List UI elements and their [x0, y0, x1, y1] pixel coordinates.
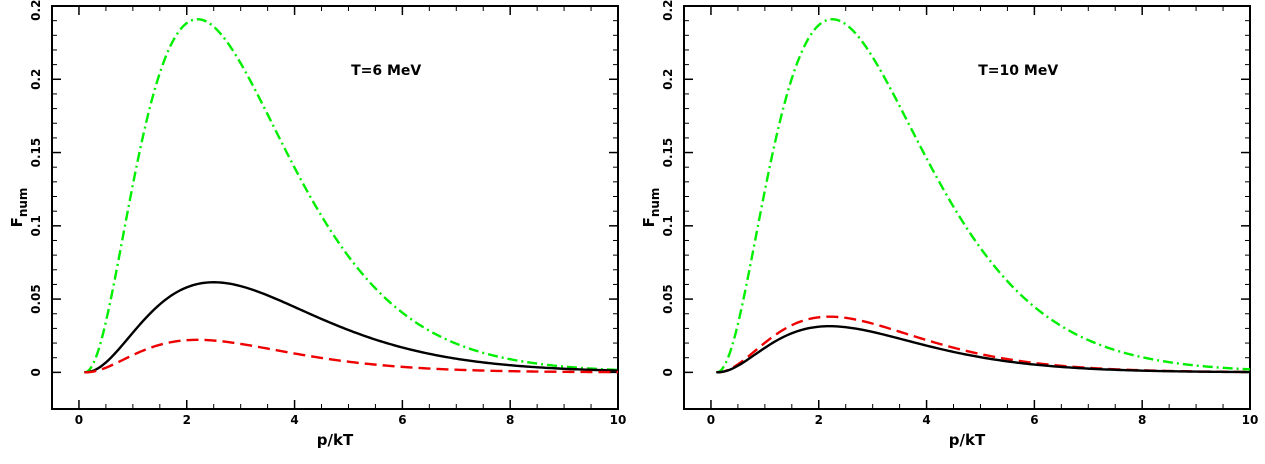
temperature-annotation: T=10 MeV — [978, 63, 1058, 79]
y-tick-label: 0.1 — [29, 215, 43, 236]
x-axis-title: p/kT — [317, 431, 354, 449]
x-tick-label: 2 — [183, 413, 191, 427]
y-tick-label: 0.25 — [661, 0, 675, 21]
chart-panel-left: 0 2 4 6 8 10 0 0.05 0.1 0.15 0.2 0.25 p/kT Fnum T=6 Me… — [0, 0, 632, 459]
series-line-dash-dot — [716, 17, 1250, 374]
x-tick-label: 10 — [1242, 413, 1259, 427]
series-line-dash-dot — [84, 17, 618, 374]
y-tick-label: 0 — [661, 368, 675, 376]
x-tick-label: 8 — [506, 413, 514, 427]
y-tick-label: 0.05 — [29, 284, 43, 314]
y-axis-title: Fnum — [640, 188, 662, 228]
plot-frame — [51, 5, 619, 410]
temperature-annotation: T=6 MeV — [351, 63, 421, 79]
y-axis-title-sub: num — [16, 188, 30, 218]
x-tick-label: 4 — [290, 413, 298, 427]
y-axis-title-main: F — [640, 217, 658, 227]
y-axis-title: Fnum — [8, 188, 30, 228]
y-tick-label: 0.25 — [29, 0, 43, 21]
y-tick-label: 0.15 — [661, 138, 675, 168]
y-axis-title-main: F — [8, 217, 26, 227]
chart-panel-right: 0 2 4 6 8 10 0 0.05 0.1 0.15 0.2 0.25 p/kT Fnum T=10 M… — [632, 0, 1264, 459]
x-tick-label: 0 — [75, 413, 83, 427]
series-line-solid — [716, 324, 1250, 374]
plot-frame — [683, 5, 1251, 410]
series-line-dashed — [716, 315, 1250, 374]
y-axis-title-sub: num — [648, 188, 662, 218]
y-tick-label: 0.05 — [661, 284, 675, 314]
x-tick-label: 2 — [815, 413, 823, 427]
series-line-solid — [84, 281, 618, 374]
y-tick-label: 0.2 — [661, 69, 675, 90]
x-tick-label: 10 — [610, 413, 627, 427]
x-tick-label: 6 — [1030, 413, 1038, 427]
chart-svg-right: 0 2 4 6 8 10 0 0.05 0.1 0.15 0.2 0.25 p/kT Fnum T=10 M… — [640, 0, 1259, 449]
y-tick-label: 0.2 — [29, 69, 43, 90]
x-tick-label: 8 — [1138, 413, 1146, 427]
chart-svg-left: 0 2 4 6 8 10 0 0.05 0.1 0.15 0.2 0.25 p/kT Fnum T=6 Me… — [8, 0, 627, 449]
y-tick-label: 0.15 — [29, 138, 43, 168]
y-tick-label: 0.1 — [661, 215, 675, 236]
x-axis-title: p/kT — [949, 431, 986, 449]
x-tick-label: 0 — [707, 413, 715, 427]
x-tick-label: 6 — [398, 413, 406, 427]
x-tick-label: 4 — [922, 413, 930, 427]
series-line-dashed — [84, 338, 618, 374]
y-tick-label: 0 — [29, 368, 43, 376]
